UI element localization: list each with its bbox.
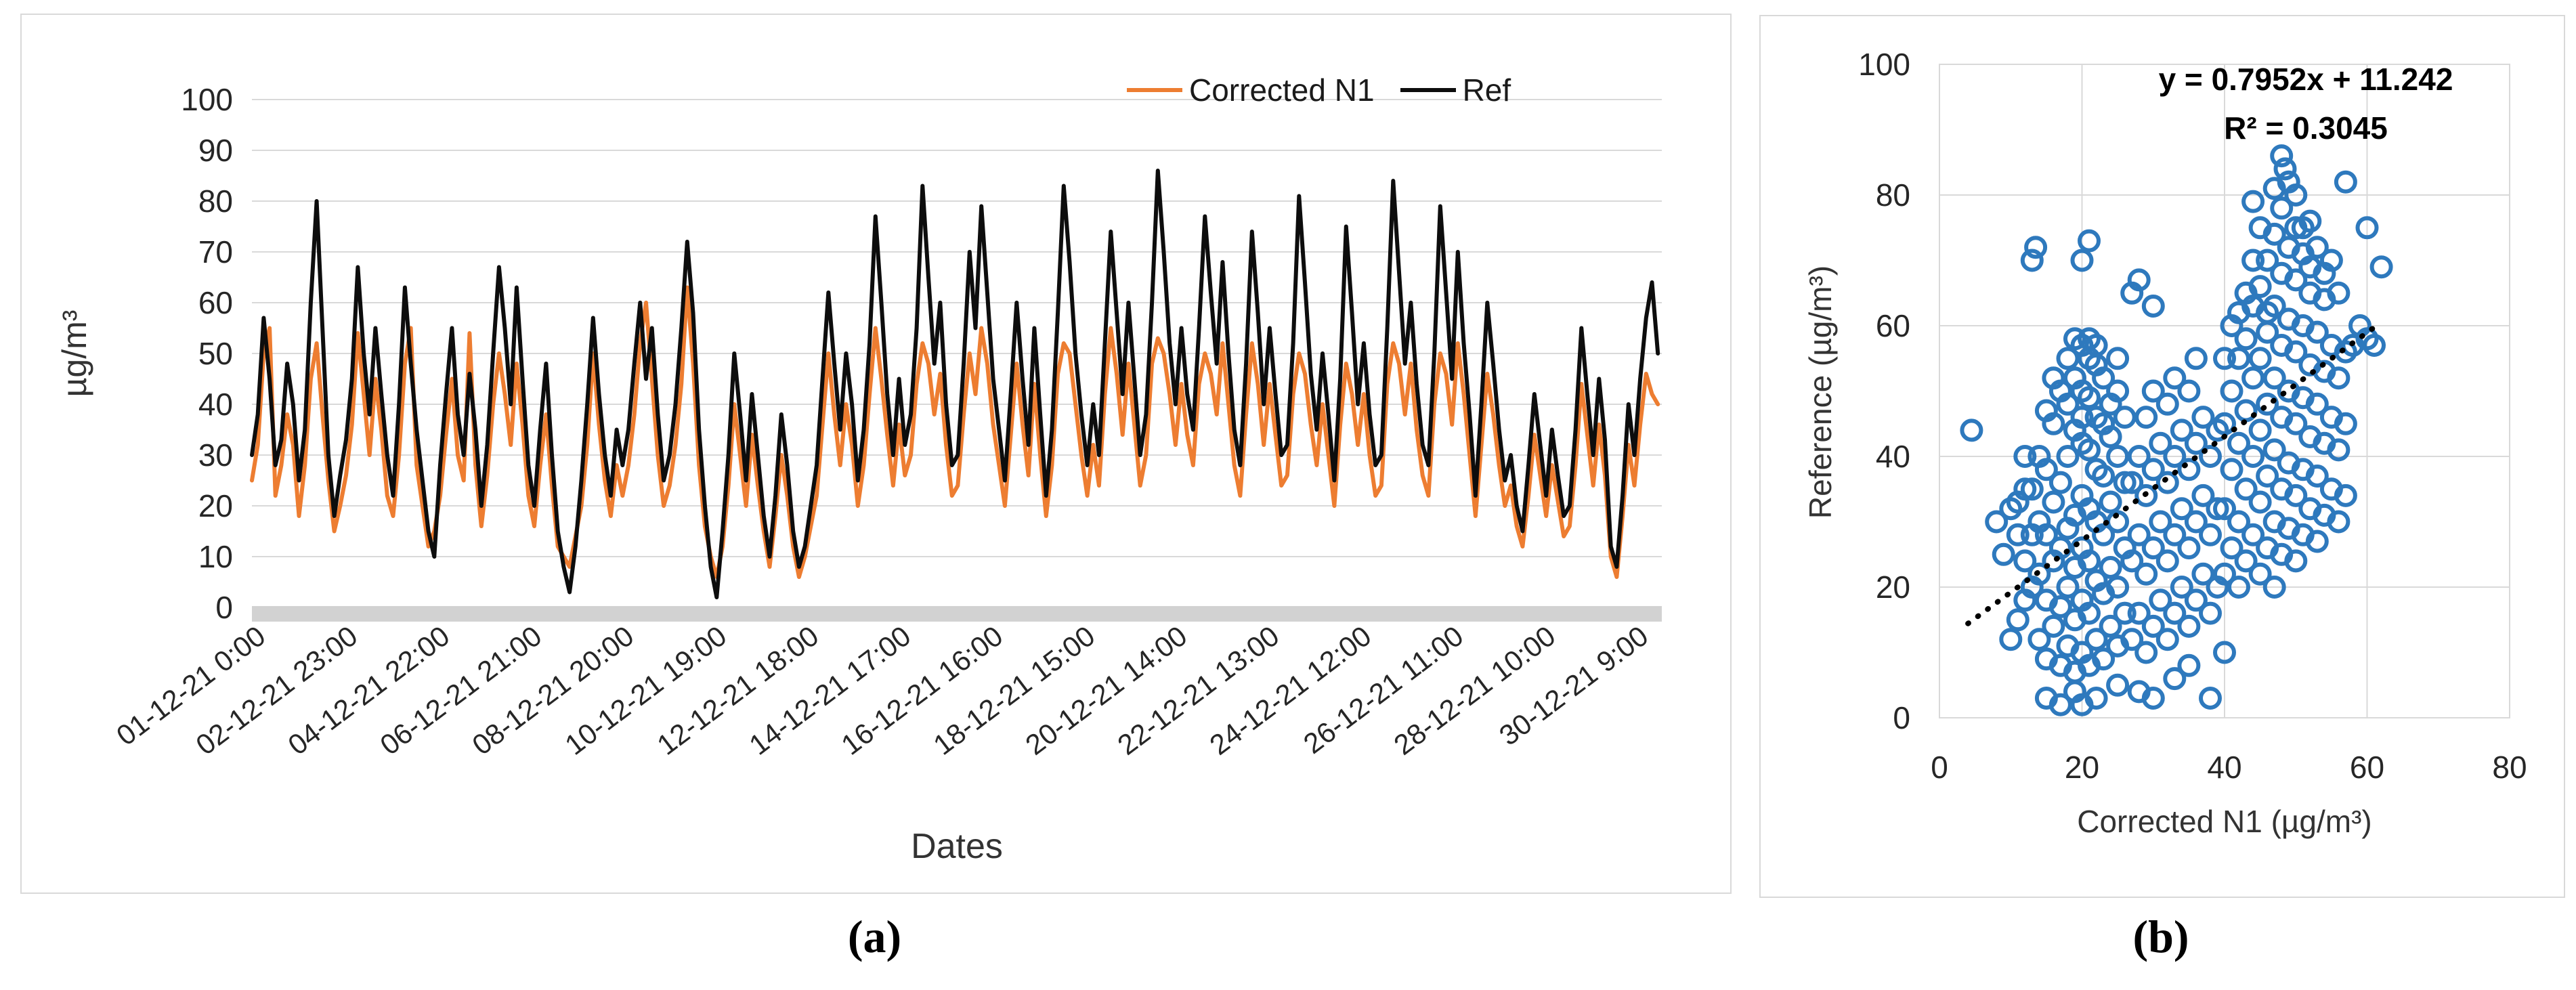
y-tick-label: 80 [198,184,233,219]
y-tick-label: 90 [198,133,233,168]
y-tick-label: 10 [198,539,233,574]
chart-a-legend: Corrected N1 Ref [1127,72,1511,108]
legend-line-swatch-corrected-n1 [1127,88,1182,92]
x-tick-label: 80 [2492,750,2527,785]
y-tick-label: 100 [181,82,233,117]
y-tick-label: 100 [1858,47,1910,82]
y-tick-label: 70 [198,234,233,270]
legend-line-swatch-ref [1400,88,1456,92]
trendline-equation: y = 0.7952x + 11.242 [2158,62,2453,97]
x-tick-label: 20 [2064,750,2100,785]
chart-b-scatter: y = 0.7952x + 11.242 R² = 0.3045 Referen… [1759,15,2565,898]
y-tick-label: 20 [198,488,233,523]
y-tick-label: 0 [215,590,233,625]
y-tick-label: 40 [198,387,233,422]
chart-a-timeseries: µg/m³ Corrected N1 Ref Dates 0 10 20 30 40 50… [20,14,1732,894]
r-squared-value: R² = 0.3045 [2224,110,2388,146]
chart-b-y-axis-title: Reference (µg/m³) [1803,265,1838,519]
x-tick-label: 0 [1931,750,1948,785]
y-tick-label: 20 [1875,569,1910,605]
y-tick-label: 50 [198,336,233,371]
y-tick-label: 80 [1875,177,1910,213]
chart-a-plot-area [250,99,1662,622]
y-tick-label: 0 [1893,700,1910,735]
chart-b-x-axis-title: Corrected N1 (µg/m³) [2077,804,2372,839]
legend-label-ref: Ref [1462,72,1511,108]
y-tick-label: 60 [1875,308,1910,343]
chart-a-x-axis-title: Dates [911,827,1003,866]
x-tick-label: 40 [2207,750,2242,785]
x-tick-label: 60 [2349,750,2385,785]
y-tick-label: 60 [198,285,233,320]
legend-label-corrected-n1: Corrected N1 [1189,72,1375,108]
y-tick-label: 30 [198,437,233,473]
caption-panel-b: (b) [2132,911,2189,962]
caption-panel-a: (a) [847,911,902,962]
y-tick-label: 40 [1875,439,1910,474]
chart-b-plot-area [1939,64,2510,718]
